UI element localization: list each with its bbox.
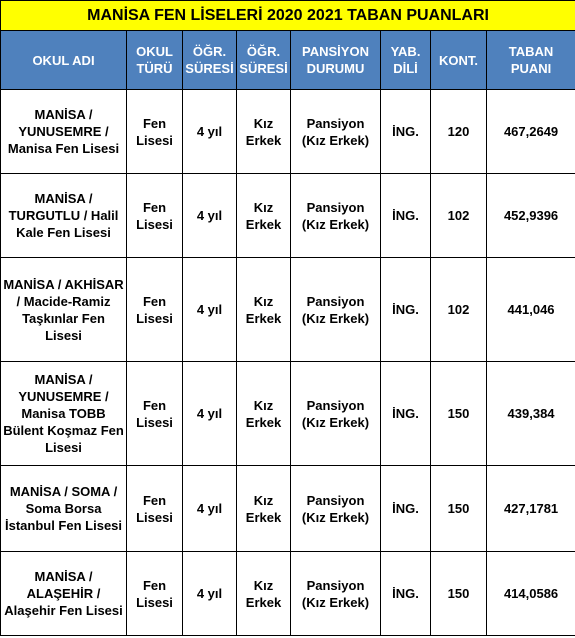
table-row: MANİSA / YUNUSEMRE / Manisa Fen Lisesi F…: [0, 89, 575, 174]
cell-okul-turu: Fen Lisesi: [126, 173, 183, 258]
cell-kont: 150: [430, 361, 487, 466]
cell-pansiyon: Pansiyon (Kız Erkek): [290, 257, 381, 362]
cell-ogr-suresi: 4 yıl: [182, 173, 237, 258]
cell-ogr-suresi: 4 yıl: [182, 465, 237, 552]
cell-yab-dili: İNG.: [380, 361, 431, 466]
cell-okul-adi: MANİSA / YUNUSEMRE / Manisa TOBB Bülent …: [0, 361, 127, 466]
cell-cinsiyet: Kız Erkek: [236, 361, 291, 466]
cell-kont: 150: [430, 465, 487, 552]
cell-okul-turu: Fen Lisesi: [126, 89, 183, 174]
cell-ogr-suresi: 4 yıl: [182, 361, 237, 466]
cell-pansiyon: Pansiyon (Kız Erkek): [290, 89, 381, 174]
cell-pansiyon: Pansiyon (Kız Erkek): [290, 173, 381, 258]
table-row: MANİSA / YUNUSEMRE / Manisa TOBB Bülent …: [0, 361, 575, 466]
table-row: MANİSA / TURGUTLU / Halil Kale Fen Lises…: [0, 173, 575, 258]
cell-kont: 102: [430, 257, 487, 362]
cell-pansiyon: Pansiyon (Kız Erkek): [290, 551, 381, 636]
cell-taban: 467,2649: [485, 89, 575, 174]
cell-cinsiyet: Kız Erkek: [236, 173, 291, 258]
header-okul-turu: OKUL TÜRÜ: [126, 30, 183, 90]
header-kont: KONT.: [430, 30, 487, 90]
cell-pansiyon: Pansiyon (Kız Erkek): [290, 361, 381, 466]
table-title: MANİSA FEN LİSELERİ 2020 2021 TABAN PUAN…: [0, 0, 575, 31]
cell-taban: 452,9396: [485, 173, 575, 258]
header-taban-puani: TABAN PUANI: [485, 30, 575, 90]
cell-taban: 439,384: [485, 361, 575, 466]
cell-kont: 102: [430, 173, 487, 258]
header-ogr-suresi-2: ÖĞR. SÜRESİ: [236, 30, 291, 90]
header-pansiyon: PANSİYON DURUMU: [290, 30, 381, 90]
header-okul-adi: OKUL ADI: [0, 30, 127, 90]
cell-yab-dili: İNG.: [380, 257, 431, 362]
cell-yab-dili: İNG.: [380, 173, 431, 258]
cell-kont: 120: [430, 89, 487, 174]
table-row: MANİSA / SOMA / Soma Borsa İstanbul Fen …: [0, 465, 575, 552]
table-row: MANİSA / AKHİSAR / Macide-Ramiz Taşkınla…: [0, 257, 575, 362]
cell-pansiyon: Pansiyon (Kız Erkek): [290, 465, 381, 552]
cell-ogr-suresi: 4 yıl: [182, 551, 237, 636]
cell-ogr-suresi: 4 yıl: [182, 89, 237, 174]
cell-yab-dili: İNG.: [380, 551, 431, 636]
header-yab-dili: YAB. DİLİ: [380, 30, 431, 90]
cell-taban: 414,0586: [485, 551, 575, 636]
cell-okul-turu: Fen Lisesi: [126, 465, 183, 552]
cell-taban: 427,1781: [485, 465, 575, 552]
cell-okul-turu: Fen Lisesi: [126, 361, 183, 466]
cell-okul-adi: MANİSA / TURGUTLU / Halil Kale Fen Lises…: [0, 173, 127, 258]
cell-okul-adi: MANİSA / SOMA / Soma Borsa İstanbul Fen …: [0, 465, 127, 552]
cell-okul-turu: Fen Lisesi: [126, 257, 183, 362]
cell-okul-adi: MANİSA / YUNUSEMRE / Manisa Fen Lisesi: [0, 89, 127, 174]
cell-okul-adi: MANİSA / ALAŞEHİR / Alaşehir Fen Lisesi: [0, 551, 127, 636]
cell-yab-dili: İNG.: [380, 465, 431, 552]
cell-taban: 441,046: [485, 257, 575, 362]
cell-cinsiyet: Kız Erkek: [236, 551, 291, 636]
cell-cinsiyet: Kız Erkek: [236, 89, 291, 174]
cell-okul-adi: MANİSA / AKHİSAR / Macide-Ramiz Taşkınla…: [0, 257, 127, 362]
cell-okul-turu: Fen Lisesi: [126, 551, 183, 636]
header-ogr-suresi: ÖĞR. SÜRESİ: [182, 30, 237, 90]
cell-yab-dili: İNG.: [380, 89, 431, 174]
title-row: MANİSA FEN LİSELERİ 2020 2021 TABAN PUAN…: [0, 0, 575, 31]
cell-cinsiyet: Kız Erkek: [236, 465, 291, 552]
cell-kont: 150: [430, 551, 487, 636]
cell-ogr-suresi: 4 yıl: [182, 257, 237, 362]
cell-cinsiyet: Kız Erkek: [236, 257, 291, 362]
header-row: OKUL ADI OKUL TÜRÜ ÖĞR. SÜRESİ ÖĞR. SÜRE…: [0, 30, 575, 90]
table-row: MANİSA / ALAŞEHİR / Alaşehir Fen Lisesi …: [0, 551, 575, 636]
